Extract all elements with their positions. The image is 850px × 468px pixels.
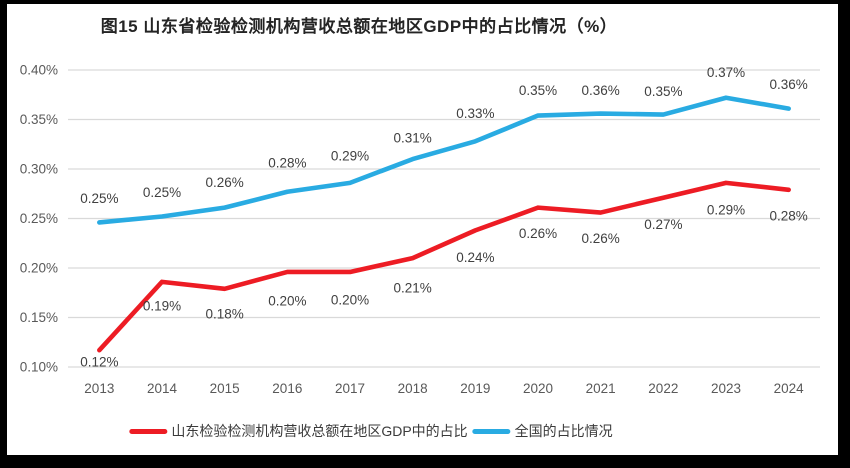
legend-swatch-shandong — [129, 428, 168, 434]
data-label: 0.29% — [707, 202, 745, 217]
series-line-shandong — [97, 180, 791, 353]
y-axis-tick-label: 0.30% — [20, 162, 58, 177]
data-label: 0.37% — [707, 65, 745, 80]
data-label: 0.26% — [582, 231, 620, 246]
x-axis-tick-label: 2013 — [84, 381, 114, 396]
y-axis-tick-label: 0.10% — [20, 360, 58, 375]
data-label: 0.27% — [644, 217, 682, 232]
y-axis-tick-label: 0.15% — [20, 310, 58, 325]
data-label: 0.33% — [456, 106, 494, 121]
data-label: 0.25% — [143, 185, 181, 200]
chart-title: 图15 山东省检验检测机构营收总额在地区GDP中的占比情况（%） — [100, 17, 618, 36]
chart-legend: 山东检验检测机构营收总额在地区GDP中的占比 全国的占比情况 — [129, 421, 613, 441]
x-axis-tick-label: 2015 — [210, 381, 240, 396]
data-label: 0.18% — [206, 306, 244, 321]
chart-page-background — [7, 4, 838, 455]
data-label: 0.26% — [206, 175, 244, 190]
x-axis-tick-label: 2021 — [586, 381, 616, 396]
legend-item-shandong: 山东检验检测机构营收总额在地区GDP中的占比 — [129, 421, 468, 441]
data-label: 0.36% — [582, 83, 620, 98]
data-label: 0.35% — [644, 84, 682, 99]
data-label: 0.24% — [456, 250, 494, 265]
legend-item-national: 全国的占比情况 — [472, 421, 613, 441]
data-label: 0.21% — [394, 281, 432, 296]
data-label: 0.35% — [519, 83, 557, 98]
y-axis-tick-label: 0.20% — [20, 261, 58, 276]
data-label: 0.12% — [80, 355, 118, 370]
data-label: 0.20% — [331, 292, 369, 307]
data-label: 0.20% — [268, 293, 306, 308]
x-axis-tick-label: 2019 — [460, 381, 490, 396]
x-axis-tick-label: 2020 — [523, 381, 553, 396]
x-axis-tick-label: 2023 — [711, 381, 741, 396]
data-label: 0.36% — [770, 77, 808, 92]
x-axis-tick-label: 2018 — [398, 381, 428, 396]
data-label: 0.31% — [394, 131, 432, 146]
data-label: 0.28% — [770, 208, 808, 223]
data-label: 0.25% — [80, 191, 118, 206]
x-axis-tick-label: 2022 — [648, 381, 678, 396]
y-axis-tick-label: 0.40% — [20, 63, 58, 78]
legend-label-shandong: 山东检验检测机构营收总额在地区GDP中的占比 — [171, 423, 468, 439]
data-label: 0.26% — [519, 226, 557, 241]
x-axis-tick-label: 2017 — [335, 381, 365, 396]
data-label: 0.19% — [143, 298, 181, 313]
legend-label-national: 全国的占比情况 — [514, 423, 613, 439]
data-label: 0.29% — [331, 148, 369, 163]
x-axis-tick-label: 2016 — [272, 381, 302, 396]
y-axis-tick-label: 0.25% — [20, 211, 58, 226]
series-line-national — [97, 95, 791, 225]
x-axis-tick-label: 2014 — [147, 381, 178, 396]
legend-swatch-national — [472, 428, 511, 434]
data-label: 0.28% — [268, 155, 306, 170]
y-axis-tick-label: 0.35% — [20, 112, 58, 127]
x-axis-tick-label: 2024 — [774, 381, 805, 396]
